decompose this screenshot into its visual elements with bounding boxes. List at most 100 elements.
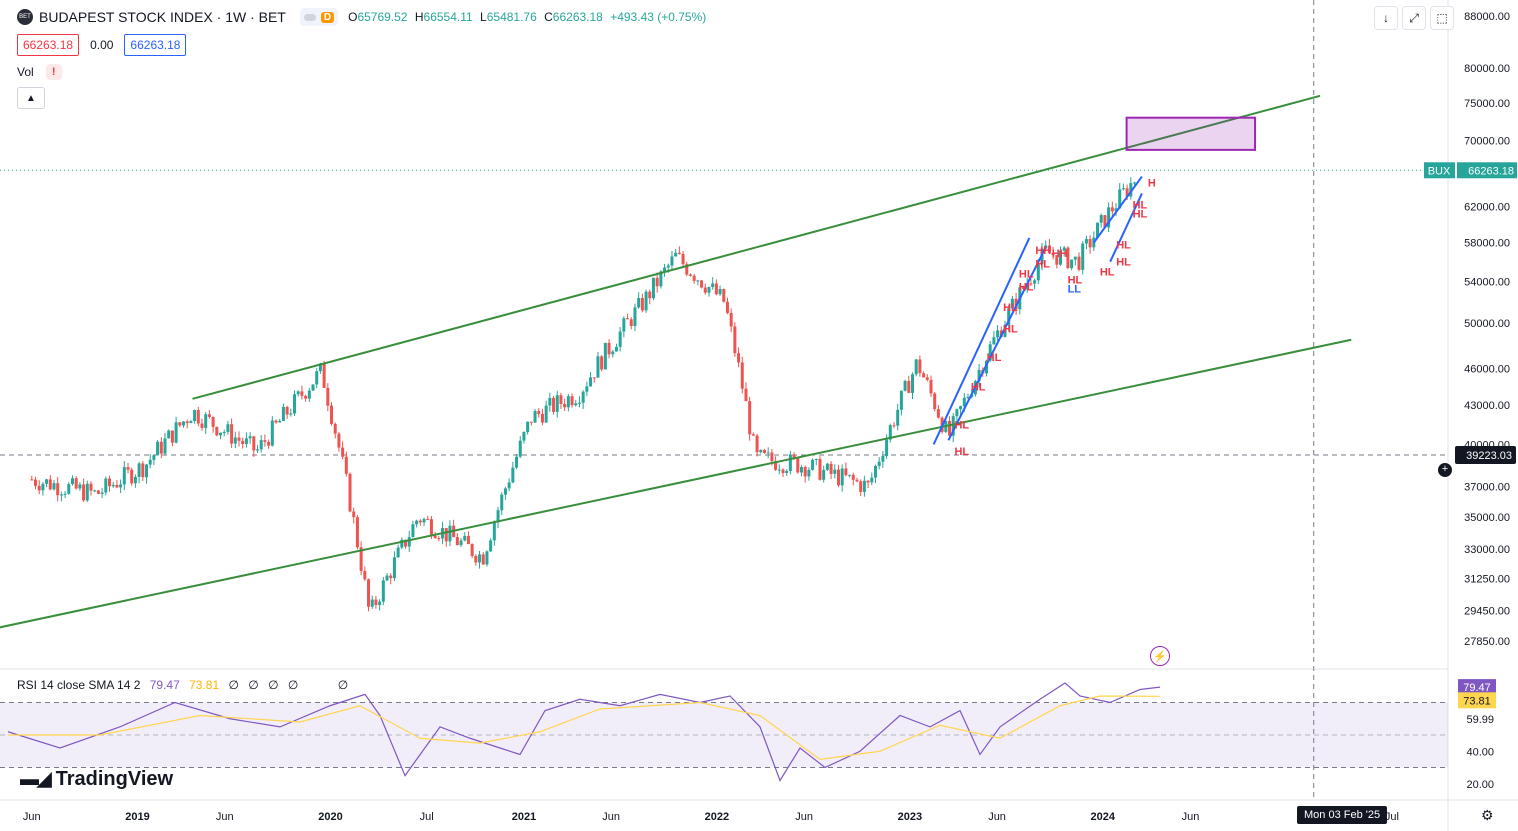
- candle-body: [922, 373, 926, 378]
- candle-body: [803, 466, 807, 477]
- time-axis-label: Jun: [23, 811, 41, 823]
- candle-body: [189, 421, 193, 424]
- gear-icon[interactable]: ⚙: [1481, 807, 1494, 823]
- candle-body: [722, 289, 726, 302]
- candle-body: [374, 599, 378, 606]
- price-tick-label: 43000.00: [1464, 400, 1510, 412]
- candle-body: [411, 524, 415, 538]
- symbol-title[interactable]: BUDAPEST STOCK INDEX · 1W · BET: [39, 9, 286, 25]
- candle-body: [74, 478, 78, 489]
- volume-warning-icon[interactable]: !: [45, 64, 62, 80]
- candle-body: [929, 379, 933, 394]
- candle-body: [367, 579, 371, 607]
- candle-body: [814, 458, 818, 460]
- collapse-legend-button[interactable]: ▲: [17, 87, 45, 109]
- candle-body: [1070, 259, 1074, 269]
- market-status-pill[interactable]: D: [299, 8, 339, 26]
- candle-body: [133, 476, 137, 484]
- candle-body: [267, 441, 271, 446]
- time-axis-label: 2024: [1091, 811, 1116, 823]
- candle-body: [770, 452, 774, 462]
- candle-body: [592, 377, 596, 379]
- sell-price-button[interactable]: 66263.18: [17, 34, 80, 56]
- candle-body: [544, 405, 548, 423]
- price-tick-label: 88000.00: [1464, 11, 1510, 23]
- tradingview-logo[interactable]: ▬◢ TradingView: [20, 768, 173, 791]
- candle-body: [100, 492, 104, 494]
- candle-body: [311, 384, 315, 391]
- candle-body: [992, 337, 996, 345]
- rsi-sma-badge: [1458, 692, 1496, 709]
- candle-body: [330, 405, 334, 424]
- crosshair-price-label: 39223.03: [1466, 450, 1512, 462]
- candle-body: [1121, 188, 1125, 190]
- candle-body: [529, 421, 533, 423]
- candle-body: [762, 449, 766, 453]
- candle-body: [474, 555, 478, 563]
- candle-body: [603, 342, 607, 370]
- candle-body: [718, 289, 722, 295]
- candle-body: [211, 416, 215, 427]
- candle-body: [1099, 215, 1103, 223]
- candle-body: [459, 540, 463, 546]
- scroll-down-button[interactable]: ↓: [1374, 6, 1398, 30]
- candle-body: [1118, 189, 1122, 209]
- candle-body: [352, 511, 356, 518]
- candle-body: [326, 387, 330, 406]
- candle-body: [296, 391, 300, 395]
- trend-channel-line: [947, 246, 1047, 441]
- candle-body: [899, 390, 903, 410]
- symbol-badge: [1424, 162, 1455, 179]
- quote-boxes: 66263.18 0.00 66263.18: [17, 34, 187, 56]
- candle-body: [910, 374, 914, 393]
- pattern-label: HL: [1003, 302, 1018, 314]
- candle-body: [962, 397, 966, 407]
- candle-body: [996, 330, 1000, 338]
- candle-body: [637, 298, 641, 308]
- candle-body: [130, 469, 134, 484]
- buy-price-button[interactable]: 66263.18: [124, 34, 187, 56]
- screenshot-button[interactable]: ⬚: [1430, 6, 1454, 30]
- rsi-legend-title: RSI 14 close SMA 14 2: [17, 678, 141, 692]
- time-axis-label: 2019: [125, 811, 149, 823]
- price-tick-label: 50000.00: [1464, 318, 1510, 330]
- add-alert-plus-icon[interactable]: +: [1437, 462, 1453, 478]
- rsi-legend: RSI 14 close SMA 14 2 79.47 73.81 ∅ ∅ ∅ …: [17, 678, 348, 692]
- price-tick-label: 62000.00: [1464, 201, 1510, 213]
- candle-body: [785, 470, 789, 474]
- candle-body: [1010, 298, 1014, 309]
- candle-body: [418, 520, 422, 523]
- candle-body: [344, 456, 348, 474]
- candle-body: [222, 431, 226, 433]
- candle-body: [137, 463, 141, 477]
- candle-body: [629, 319, 633, 326]
- candle-body: [252, 436, 256, 451]
- candle-body: [703, 287, 707, 293]
- tradingview-logo-icon: ▬◢: [20, 769, 52, 790]
- candle-body: [707, 287, 711, 293]
- candle-body: [93, 490, 97, 492]
- time-axis-label: 2022: [705, 811, 729, 823]
- data-delay-badge: D: [320, 11, 335, 23]
- symbol-legend: BET BUDAPEST STOCK INDEX · 1W · BET D O6…: [17, 6, 710, 28]
- candle-body: [840, 468, 844, 486]
- candle-body: [574, 403, 578, 406]
- candle-body: [1084, 239, 1088, 244]
- candle-body: [381, 580, 385, 602]
- candle-body: [589, 377, 593, 387]
- time-axis-label: Jun: [795, 811, 813, 823]
- candle-body: [1073, 256, 1077, 260]
- candle-body: [711, 283, 715, 288]
- candle-body: [219, 432, 223, 436]
- rsi-legend-na-3: ∅: [268, 678, 279, 692]
- flash-icon[interactable]: ⚡: [1150, 646, 1170, 666]
- candle-body: [241, 440, 245, 445]
- candle-body: [448, 525, 452, 542]
- fullscreen-button[interactable]: ⤢: [1402, 6, 1426, 30]
- rsi-legend-sma: 73.81: [189, 678, 220, 692]
- pattern-label: HH: [1035, 245, 1051, 257]
- candle-body: [400, 539, 404, 548]
- time-axis-label: Jun: [602, 811, 620, 823]
- candle-body: [500, 494, 504, 511]
